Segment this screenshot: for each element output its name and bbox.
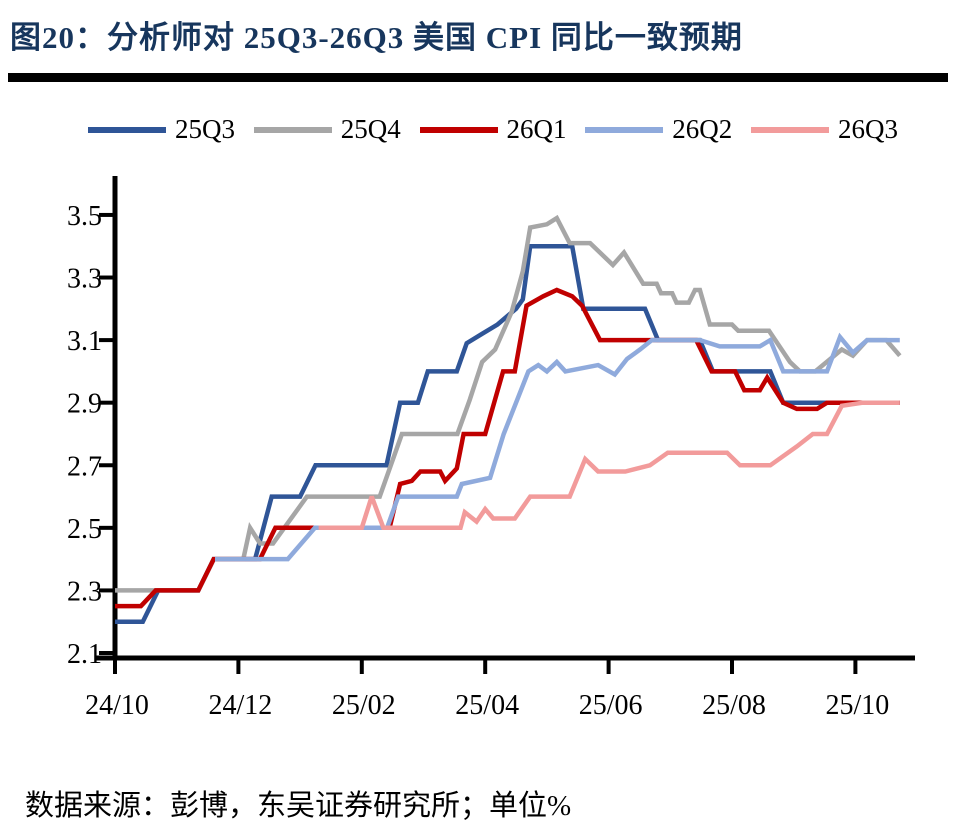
legend-label-26q2: 26Q2 [672,114,733,144]
x-tick-label: 25/10 [826,690,890,721]
series-line-25Q3 [115,243,900,624]
legend-item-26q2: 26Q2 [585,116,732,143]
legend-item-26q3: 26Q3 [751,116,898,143]
legend-item-26q1: 26Q1 [419,114,567,144]
source-note: 数据来源：彭博，东吴证券研究所；单位% [25,790,572,822]
x-tick-label: 25/06 [579,690,643,721]
x-tick-label: 25/08 [702,690,766,721]
legend-label-26q3: 26Q3 [838,114,898,144]
y-tick-label: 2.5 [67,514,102,545]
legend-swatch-26q1 [419,126,498,133]
x-tick-label: 24/10 [85,690,149,721]
series-line-26Q1 [115,287,900,609]
y-tick-label: 2.3 [67,576,102,607]
x-tick-label: 24/12 [209,690,273,721]
y-tick-label: 2.1 [67,639,102,670]
y-tick-label: 3.5 [67,201,102,232]
chart-legend: 25Q3 25Q4 26Q1 26Q2 26Q3 [88,116,898,143]
legend-swatch-26q2 [585,126,664,133]
page-title: 图20：分析师对 25Q3-26Q3 美国 CPI 同比一致预期 [10,20,743,55]
legend-swatch-26q3 [751,126,829,133]
series-line-26Q2 [215,332,900,562]
title-divider [8,73,948,82]
legend-label-25q3: 25Q3 [175,114,235,144]
x-tick-label: 25/04 [455,690,519,721]
legend-item-25q3: 25Q3 [88,116,235,143]
legend-item-25q4: 25Q4 [253,114,401,144]
series-line-26Q3 [318,400,900,531]
legend-swatch-25q4 [253,126,332,133]
y-tick-label: 3.1 [67,326,102,357]
legend-swatch-25q3 [88,126,166,133]
legend-label-26q1: 26Q1 [506,114,567,144]
legend-label-25q4: 25Q4 [340,114,401,144]
y-tick-label: 2.7 [67,451,102,482]
series-line-25Q4 [115,214,902,593]
y-tick-label: 2.9 [67,389,102,420]
x-tick-label: 25/02 [332,690,396,721]
y-tick-label: 3.3 [67,264,102,295]
